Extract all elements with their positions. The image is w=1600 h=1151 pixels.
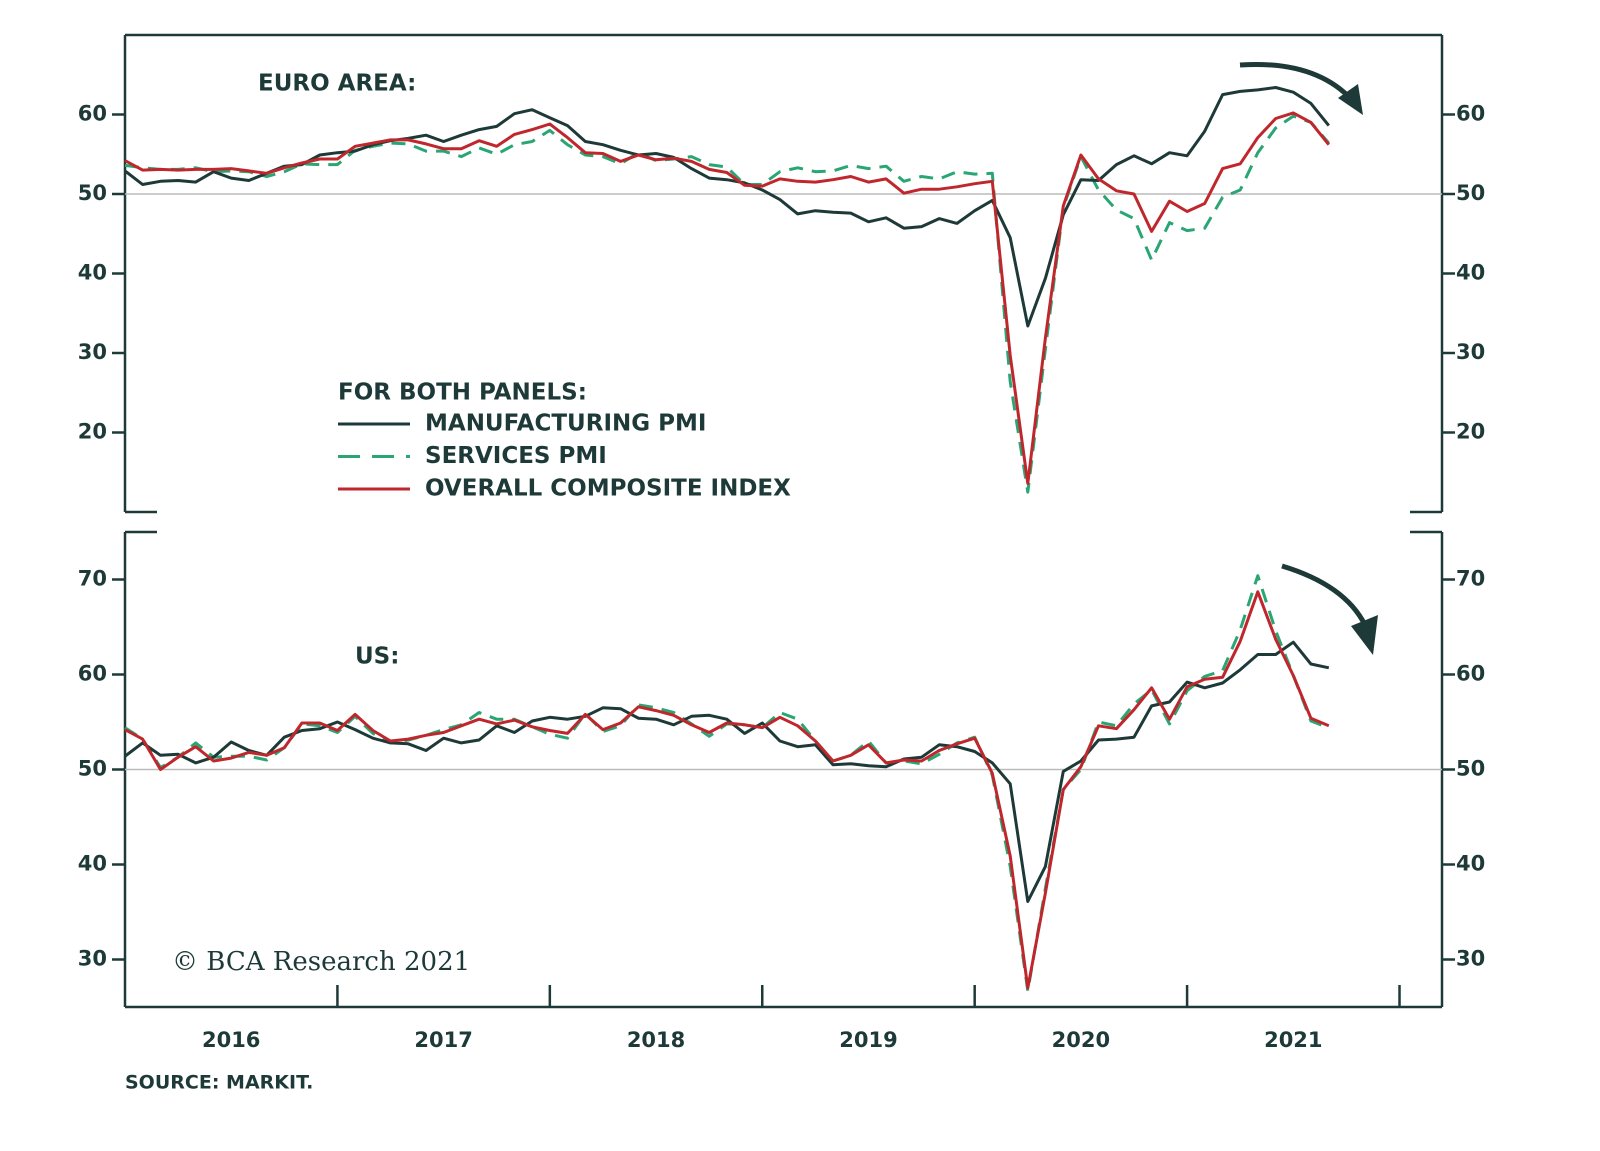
series-line <box>124 574 1330 993</box>
trend-arrow <box>1239 61 1354 102</box>
x-tick-label: 2020 <box>1052 1028 1110 1052</box>
legend-label: SERVICES PMI <box>425 443 607 469</box>
y2-tick-label: 30 <box>1456 947 1485 971</box>
y-tick-label: 50 <box>78 181 107 205</box>
y2-tick-label: 60 <box>1456 102 1485 126</box>
y-tick-label: 50 <box>78 757 107 781</box>
y-tick-label: 70 <box>78 567 107 591</box>
panel-label: US: <box>355 644 399 670</box>
legend-label: MANUFACTURING PMI <box>425 411 706 437</box>
series-line <box>124 111 1330 485</box>
copyright: © BCA Research 2021 <box>172 947 470 977</box>
y2-tick-label: 40 <box>1456 261 1485 285</box>
y-tick-label: 30 <box>78 340 107 364</box>
arrow-head <box>1351 615 1378 655</box>
y-tick-label: 40 <box>78 852 107 876</box>
y-tick-label: 40 <box>78 261 107 285</box>
x-tick-label: 2021 <box>1264 1028 1322 1052</box>
y-tick-label: 60 <box>78 662 107 686</box>
x-tick-label: 2019 <box>839 1028 897 1052</box>
series-line <box>124 114 1330 494</box>
y2-tick-label: 70 <box>1456 567 1485 591</box>
y2-tick-label: 50 <box>1456 181 1485 205</box>
series-line <box>124 590 1330 990</box>
y2-tick-label: 40 <box>1456 852 1485 876</box>
y2-tick-label: 20 <box>1456 420 1485 444</box>
y-tick-label: 60 <box>78 102 107 126</box>
y2-tick-label: 60 <box>1456 662 1485 686</box>
source-note: SOURCE: MARKIT. <box>125 1072 313 1094</box>
x-tick-label: 2018 <box>627 1028 685 1052</box>
legend-title: FOR BOTH PANELS: <box>338 380 587 406</box>
y-tick-label: 20 <box>78 420 107 444</box>
series-line <box>124 640 1330 903</box>
y2-tick-label: 50 <box>1456 757 1485 781</box>
x-tick-label: 2017 <box>414 1028 472 1052</box>
x-tick-label: 2016 <box>202 1028 260 1052</box>
series-line <box>124 86 1330 328</box>
arrow-head <box>1338 84 1363 115</box>
trend-arrow <box>1281 563 1368 627</box>
y-tick-label: 30 <box>78 947 107 971</box>
legend-label: OVERALL COMPOSITE INDEX <box>425 476 791 502</box>
y2-tick-label: 30 <box>1456 340 1485 364</box>
panel-label: EURO AREA: <box>258 71 416 97</box>
